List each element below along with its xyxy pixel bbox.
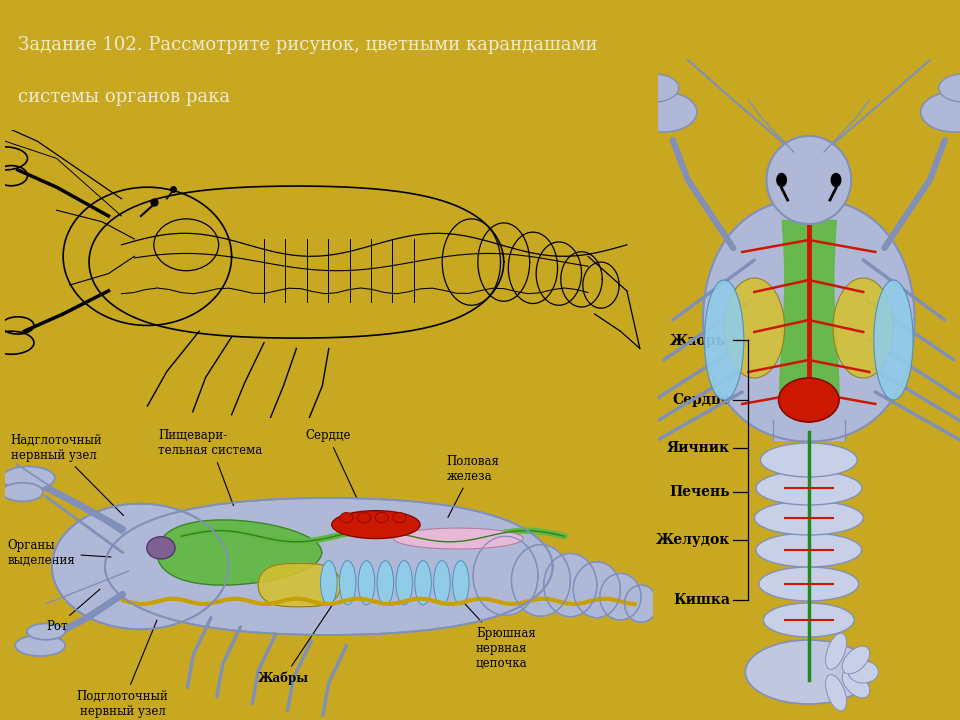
Ellipse shape [760,443,857,477]
Text: Органы
выделения: Органы выделения [8,539,111,567]
Polygon shape [703,199,915,441]
Ellipse shape [756,471,862,505]
Text: Печень: Печень [670,485,731,499]
Text: Яичник: Яичник [667,441,731,455]
Polygon shape [625,585,658,622]
Ellipse shape [394,528,523,549]
Circle shape [776,173,787,187]
Ellipse shape [358,513,371,523]
Ellipse shape [826,633,847,670]
Ellipse shape [842,670,870,698]
Polygon shape [473,536,538,616]
Ellipse shape [842,646,870,674]
Polygon shape [52,504,228,629]
Ellipse shape [340,561,356,605]
Ellipse shape [779,378,839,422]
Polygon shape [512,544,570,616]
Ellipse shape [2,482,43,501]
Ellipse shape [724,278,784,378]
Ellipse shape [705,280,744,400]
Polygon shape [600,573,641,620]
Text: Желудок: Желудок [656,533,731,547]
Ellipse shape [358,561,374,605]
Text: Половая
железа: Половая железа [446,455,499,518]
Ellipse shape [377,561,394,605]
Text: Рот: Рот [46,589,100,633]
Ellipse shape [921,92,960,132]
Polygon shape [543,554,597,617]
Text: Жабры: Жабры [258,603,333,685]
Text: Жабры: Жабры [670,333,731,348]
Ellipse shape [434,561,450,605]
Circle shape [830,173,842,187]
Text: Сердце: Сердце [672,393,731,407]
Ellipse shape [631,92,697,132]
Ellipse shape [631,74,679,102]
Text: Подглоточный
нервный узел: Подглоточный нервный узел [77,620,169,718]
Text: системы органов рака: системы органов рака [18,88,229,106]
Ellipse shape [833,278,894,378]
Ellipse shape [396,561,413,605]
Ellipse shape [763,603,854,637]
Ellipse shape [874,280,913,400]
Text: Сердце: Сердце [305,429,357,499]
Ellipse shape [340,513,353,523]
Ellipse shape [826,675,847,711]
Text: Брюшная
нервная
цепочка: Брюшная нервная цепочка [460,599,536,670]
Polygon shape [156,520,322,585]
Ellipse shape [393,513,406,523]
Ellipse shape [321,561,337,605]
Ellipse shape [27,624,65,640]
Ellipse shape [759,567,858,601]
Polygon shape [573,562,620,618]
Ellipse shape [745,640,873,704]
Polygon shape [105,498,553,635]
Ellipse shape [375,513,388,523]
Ellipse shape [755,501,863,535]
Ellipse shape [332,510,420,539]
Ellipse shape [415,561,431,605]
Ellipse shape [766,136,852,224]
Ellipse shape [848,661,878,683]
Text: Задание 102. Рассмотрите рисунок, цветными карандашами: Задание 102. Рассмотрите рисунок, цветны… [18,36,597,54]
Polygon shape [258,563,341,607]
Ellipse shape [756,533,862,567]
Circle shape [147,536,175,559]
Ellipse shape [15,635,65,656]
Text: Кишка: Кишка [673,593,731,607]
Ellipse shape [939,74,960,102]
Ellipse shape [2,467,55,490]
Text: Надглоточный
нервный узел: Надглоточный нервный узел [11,434,124,516]
Text: Пищевари-
тельная система: Пищевари- тельная система [158,429,262,505]
Ellipse shape [452,561,469,605]
